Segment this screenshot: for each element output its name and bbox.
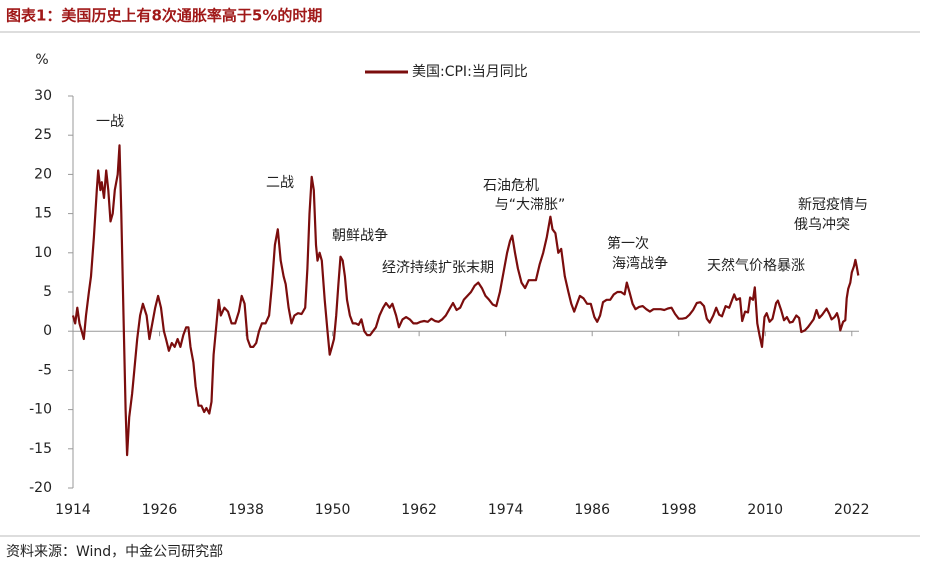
annotation: 石油危机 <box>483 178 539 194</box>
x-tick-label: 1974 <box>488 502 524 518</box>
x-tick-label: 1938 <box>228 502 264 518</box>
annotation: 与“大滞胀” <box>495 197 566 213</box>
annotation: 朝鲜战争 <box>332 228 388 244</box>
chart-title: 图表1：美国历史上有8次通胀率高于5%的时期 <box>6 7 322 25</box>
y-unit: % <box>35 52 48 68</box>
annotation: 第一次 <box>607 235 649 252</box>
annotation: 海湾战争 <box>612 255 668 272</box>
annotation: 俄乌冲突 <box>794 217 850 233</box>
y-tick-label: 30 <box>34 88 52 104</box>
x-tick-label: 1926 <box>142 502 178 518</box>
x-tick-label: 1950 <box>315 502 351 518</box>
x-tick-label: 1914 <box>55 502 91 518</box>
annotation: 新冠疫情与 <box>798 197 868 213</box>
y-tick-label: -20 <box>29 480 52 496</box>
y-tick-label: -5 <box>38 362 52 378</box>
x-tick-label: 2010 <box>747 502 783 518</box>
y-tick-label: -15 <box>29 441 52 457</box>
annotation: 二战 <box>266 175 294 191</box>
annotation: 经济持续扩张末期 <box>382 259 494 276</box>
x-tick-label: 2022 <box>834 502 870 518</box>
cpi-line <box>71 144 860 457</box>
y-tick-label: 20 <box>34 166 52 182</box>
y-tick-label: 5 <box>43 284 52 300</box>
annotation: 天然气价格暴涨 <box>707 257 805 274</box>
legend-label: 美国:CPI:当月同比 <box>412 64 528 80</box>
y-tick-label: -10 <box>29 402 52 418</box>
y-tick-label: 25 <box>34 127 52 143</box>
source: 资料来源：Wind，中金公司研究部 <box>6 544 223 560</box>
y-tick-label: 10 <box>34 245 52 261</box>
x-tick-label: 1962 <box>401 502 437 518</box>
annotation: 一战 <box>96 114 124 130</box>
y-tick-label: 15 <box>34 206 52 222</box>
x-tick-label: 1998 <box>661 502 697 518</box>
x-tick-label: 1986 <box>574 502 610 518</box>
y-tick-label: 0 <box>43 323 52 339</box>
